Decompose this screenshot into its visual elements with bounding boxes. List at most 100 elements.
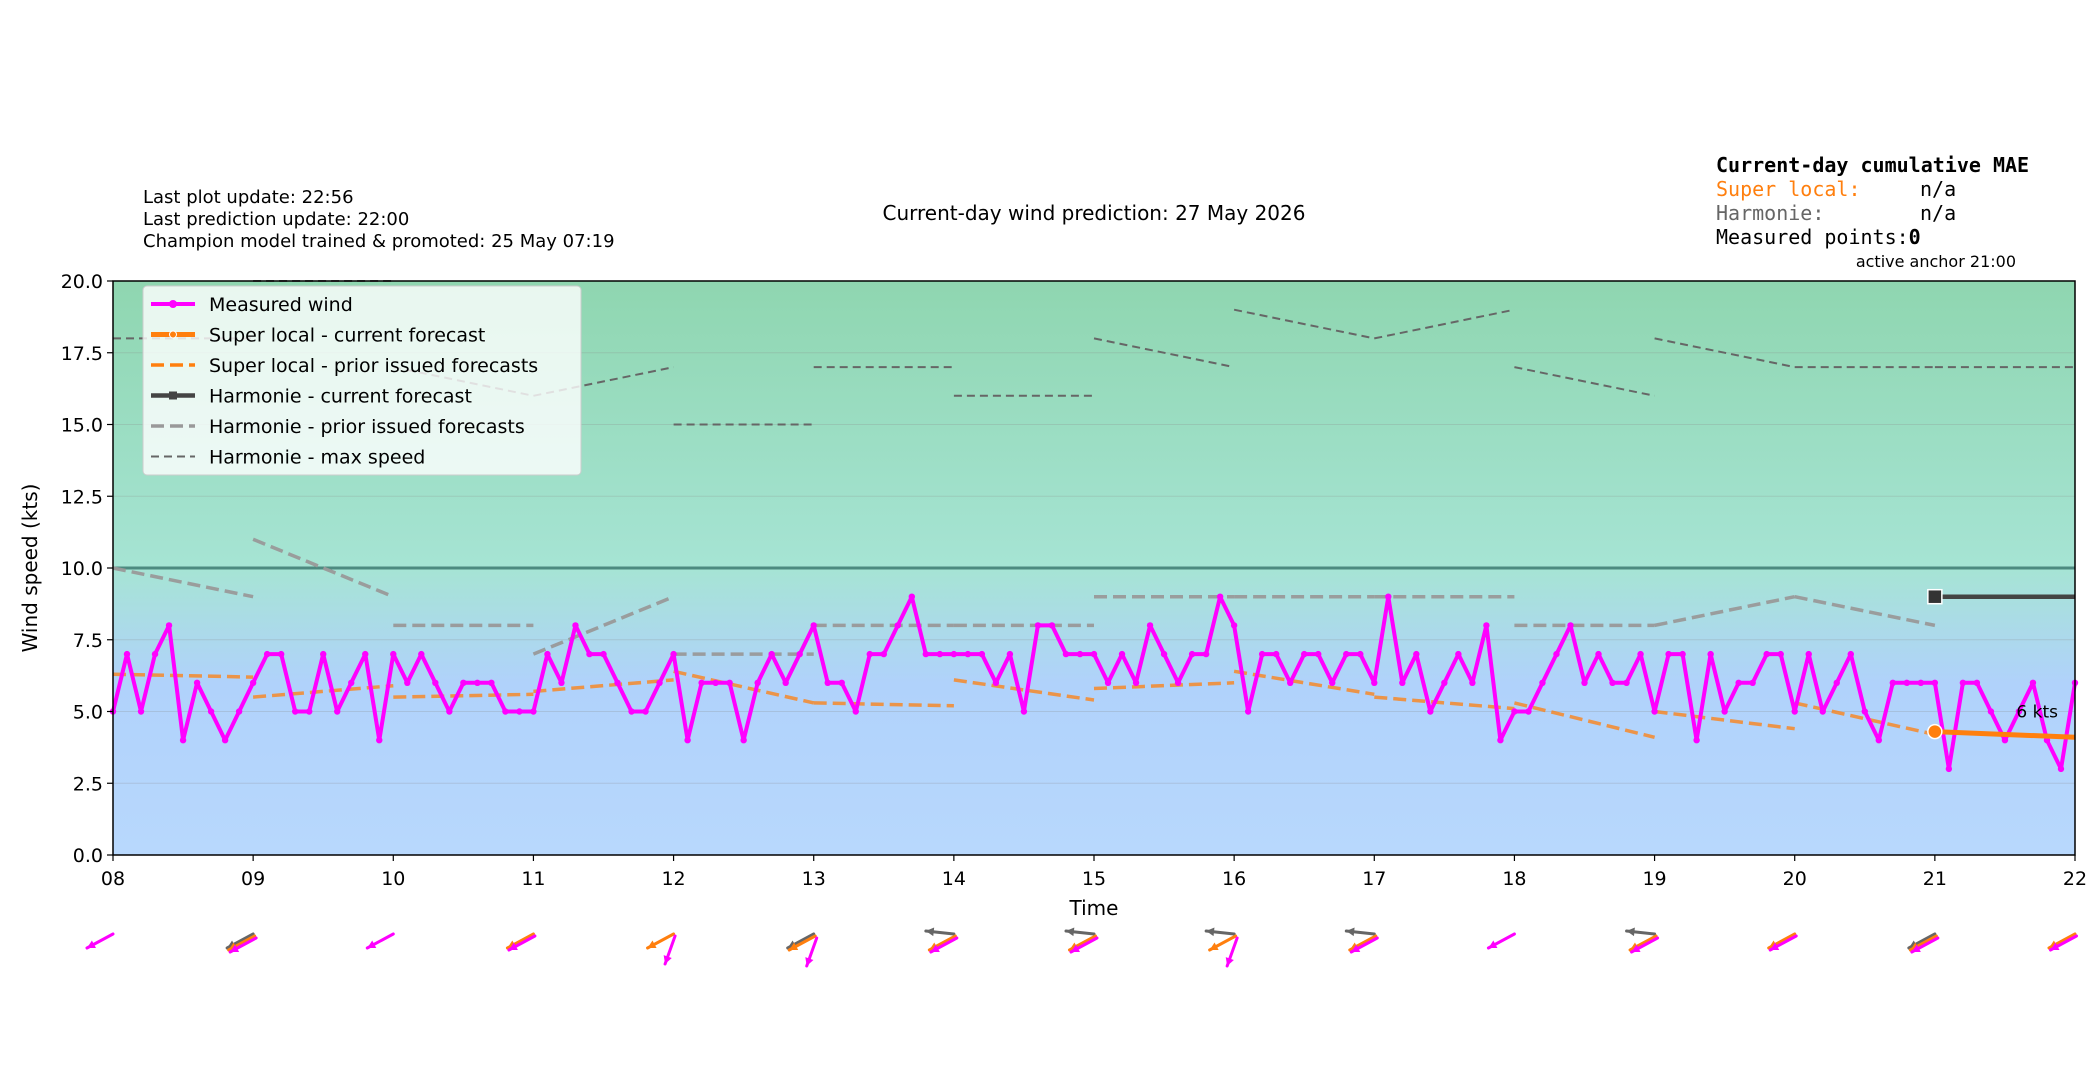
super-local-prior-segment (112, 672, 254, 679)
measured-point (1833, 679, 1840, 686)
measured-point (1735, 679, 1742, 686)
arrow-head (2050, 942, 2060, 951)
measured-point (894, 622, 901, 629)
measured-point (137, 708, 145, 715)
measured-point (320, 650, 327, 658)
arrow-head (805, 957, 814, 966)
super-local-prior-segment (1374, 695, 1515, 711)
measured-point (1343, 650, 1350, 658)
arrow-head (1911, 944, 1921, 953)
measured-point (418, 650, 425, 658)
measured-point (249, 679, 257, 686)
measured-point (922, 650, 930, 658)
measured-point (2001, 737, 2009, 744)
measured-point (1819, 708, 1826, 715)
measured-point (221, 737, 229, 744)
measured-point (235, 708, 243, 715)
measured-point (446, 708, 453, 715)
x-tick-label: 22 (2063, 868, 2087, 890)
measured-point (1258, 650, 1266, 658)
measured-point (1357, 650, 1364, 658)
y-tick-label: 7.5 (73, 630, 103, 652)
measured-point (376, 737, 383, 744)
measured-point (263, 650, 271, 658)
measured-point (1763, 650, 1770, 658)
measured-point (628, 708, 635, 715)
measured-point (712, 679, 719, 686)
axes: 0.0 2.5 5.0 7.5 10.0 12.5 15.0 17.5 20.0 08 09 10 11… (18, 271, 2087, 920)
harmonie-max-segment (1654, 337, 1795, 369)
measured-point (1749, 679, 1756, 686)
y-tick-label: 10.0 (61, 558, 103, 580)
measured-point (1791, 708, 1798, 715)
measured-point (404, 679, 411, 686)
last-prediction-update: Last prediction update: 22:00 (143, 209, 409, 230)
measured-point (193, 679, 201, 686)
measured-point (530, 708, 537, 715)
measured-point (348, 679, 355, 686)
measured-point (306, 708, 313, 715)
arrow-head (663, 955, 672, 964)
measured-point (1216, 593, 1224, 600)
measured-point (1244, 708, 1252, 715)
measured-point (740, 737, 747, 744)
last-plot-update: Last plot update: 22:56 (143, 187, 354, 208)
chart-title: Current-day wind prediction: 27 May 2026 (883, 201, 1306, 225)
mae-super-local-value: n/a (1920, 177, 1956, 201)
measured-point (1553, 650, 1560, 658)
x-tick-label: 21 (1923, 868, 1947, 890)
arrow-head (1206, 927, 1215, 937)
measured-point (502, 708, 509, 715)
arrow-head (87, 940, 96, 949)
measured-point (1006, 650, 1014, 658)
measured-point (1034, 622, 1042, 629)
measured-point (1987, 708, 1995, 715)
x-tick-label: 11 (521, 868, 545, 890)
harmonie-max-segment (533, 366, 674, 397)
measured-point (1399, 679, 1406, 686)
mae-measured-points-value: 0 (1909, 225, 1921, 249)
arrow-head (1209, 942, 1219, 951)
measured-point (1287, 679, 1294, 686)
measured-point (782, 679, 789, 686)
arrow-head (508, 942, 518, 951)
super-local-prior-segment (1794, 701, 1936, 737)
x-tick-label: 18 (1502, 868, 1526, 890)
measured-point (1889, 679, 1897, 686)
measured-point (1230, 622, 1238, 629)
measured-point (2015, 708, 2023, 715)
measured-point (1202, 650, 1210, 658)
y-tick-label: 15.0 (61, 415, 103, 437)
kts-annotation: 6 kts (2016, 703, 2058, 723)
y-tick-label: 2.5 (73, 773, 103, 795)
measured-point (1483, 622, 1490, 629)
x-tick-label: 13 (802, 868, 826, 890)
harmonie-prior-segment (252, 537, 394, 599)
measured-point (1609, 679, 1616, 686)
super-local-prior-segment (1513, 701, 1656, 739)
x-tick-label: 17 (1362, 868, 1386, 890)
measured-point (698, 679, 705, 686)
measured-point (460, 679, 467, 686)
measured-point (838, 679, 845, 686)
harmonie-prior-segment (532, 595, 675, 656)
measured-point (642, 708, 649, 715)
measured-point (992, 679, 1000, 686)
arrow-head (1225, 957, 1234, 966)
measured-point (1581, 679, 1588, 686)
measured-point (207, 708, 215, 715)
measured-point (291, 708, 299, 715)
measured-point (432, 679, 439, 686)
mae-measured-points: Measured points:0 (1716, 225, 1921, 249)
measured-point (1174, 679, 1182, 686)
legend: Measured wind Super local - current forec… (142, 285, 582, 476)
measured-point (1020, 708, 1028, 715)
measured-point (1595, 650, 1602, 658)
legend-label: Measured wind (209, 294, 353, 316)
measured-point (1146, 622, 1154, 629)
mae-super-local-label: Super local: (1716, 177, 1861, 201)
measured-point (936, 650, 944, 658)
super-local-prior-segment (393, 692, 534, 699)
super-local-prior-segment (1093, 681, 1235, 691)
super-local-prior-segment (813, 701, 954, 708)
